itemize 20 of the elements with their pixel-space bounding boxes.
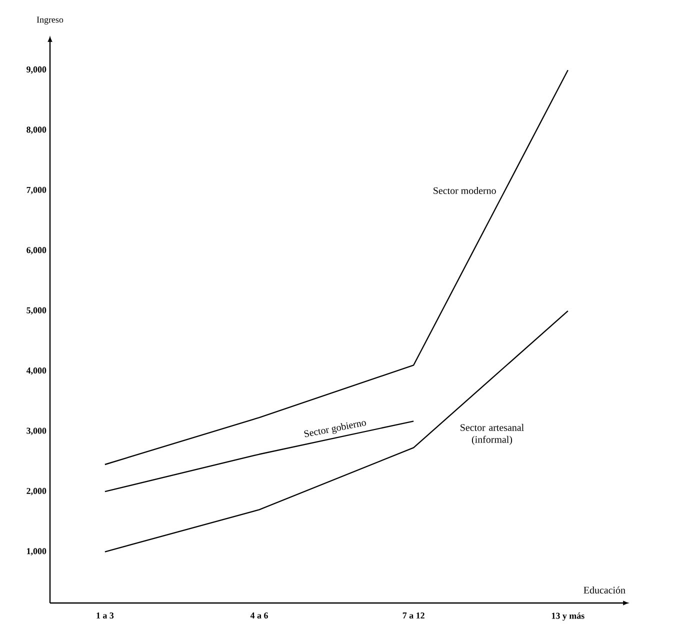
y-tick-label: 6,000	[26, 247, 46, 254]
y-tick-label: 2,000	[26, 488, 46, 496]
x-tick-label: 4 a 6	[250, 612, 268, 619]
line-series	[104, 310, 569, 552]
y-tick-label: 9,000	[26, 66, 46, 74]
line-series	[104, 70, 569, 466]
y-tick-label: 4,000	[26, 367, 46, 375]
y-axis-title: Ingreso	[36, 16, 64, 25]
x-tick-label: 13 y más	[552, 612, 584, 621]
x-tick-label: 7 a 12	[402, 612, 424, 619]
y-tick-label: 7,000	[26, 186, 46, 194]
y-tick-label: 8,000	[26, 126, 46, 134]
y-tick-label: 3,000	[26, 428, 46, 436]
x-tick-label: 1 a 3	[96, 612, 114, 619]
y-tick-label: 5,000	[26, 307, 46, 315]
x-axis-title: Educación	[584, 586, 626, 594]
text: Sector gobierno	[304, 421, 366, 438]
series-label: Sector moderno	[434, 187, 496, 194]
series-label: Sector artesanal (informal)	[460, 424, 524, 445]
y-tick-label: 1,000	[27, 548, 46, 556]
